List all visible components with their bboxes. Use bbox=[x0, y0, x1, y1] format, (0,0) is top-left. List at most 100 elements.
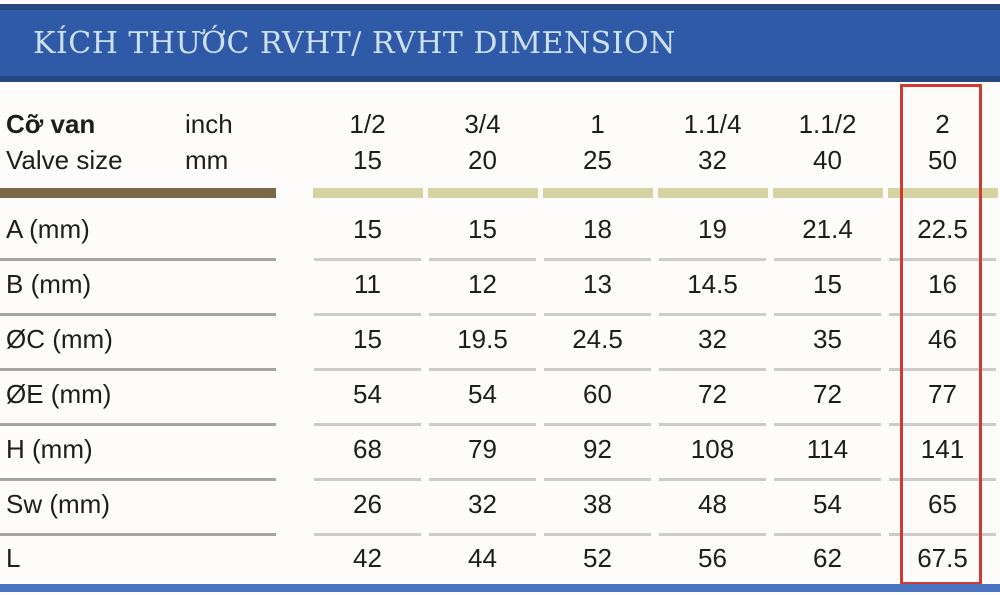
dim-value-cell-highlighted: 22.5 bbox=[885, 206, 1000, 261]
row-rule bbox=[774, 478, 881, 481]
row-rule bbox=[659, 533, 766, 536]
separator-cell bbox=[655, 188, 770, 206]
dim-value: 54 bbox=[468, 379, 497, 409]
dim-value: 62 bbox=[813, 542, 842, 573]
row-label-text: Sw (mm) bbox=[6, 489, 110, 519]
row-rule bbox=[0, 368, 276, 371]
dim-value-cell: 54 bbox=[425, 371, 540, 426]
row-rule bbox=[429, 423, 536, 426]
dim-value: 14.5 bbox=[687, 269, 738, 299]
dim-value-cell-highlighted: 67.5 bbox=[885, 536, 1000, 584]
col-header-inch-value: 1 bbox=[590, 109, 605, 139]
dim-value: 60 bbox=[583, 379, 612, 409]
dim-value-cell: 42 bbox=[310, 536, 425, 584]
dim-value-cell: 32 bbox=[425, 481, 540, 536]
row-rule bbox=[314, 258, 421, 261]
dim-value: 32 bbox=[468, 489, 497, 519]
row-rule bbox=[544, 423, 651, 426]
row-rule bbox=[429, 533, 536, 536]
dim-value-cell: 14.5 bbox=[655, 261, 770, 316]
dim-value: 48 bbox=[698, 489, 727, 519]
dim-value: 22.5 bbox=[917, 214, 968, 244]
dim-value: 56 bbox=[698, 542, 727, 573]
row-label-text: ØE (mm) bbox=[6, 379, 112, 409]
col-header-inch-value: 3/4 bbox=[464, 109, 501, 139]
dim-value: 65 bbox=[928, 489, 957, 519]
dim-value-cell: 18 bbox=[540, 206, 655, 261]
dim-value: 114 bbox=[806, 434, 849, 464]
dim-value-cell: 114 bbox=[770, 426, 885, 481]
dim-value: 21.4 bbox=[802, 214, 853, 244]
dim-row-label: B (mm) bbox=[0, 261, 310, 316]
dim-value-cell: 11 bbox=[310, 261, 425, 316]
olive-separator-bar bbox=[542, 188, 653, 198]
row-label-text: H (mm) bbox=[6, 434, 93, 464]
dim-value: 72 bbox=[813, 379, 842, 409]
row-rule bbox=[889, 533, 996, 536]
row-rule bbox=[659, 258, 766, 261]
row-rule bbox=[0, 258, 276, 261]
dim-value-cell: 15 bbox=[770, 261, 885, 316]
col-header-mm-value: 32 bbox=[698, 145, 727, 175]
dim-value: 42 bbox=[353, 542, 382, 573]
col-header: 1 25 bbox=[540, 96, 655, 188]
dim-value: 24.5 bbox=[572, 324, 623, 354]
dim-value-cell: 60 bbox=[540, 371, 655, 426]
dim-value: 141 bbox=[920, 434, 965, 464]
dim-value: 16 bbox=[928, 269, 957, 299]
dim-value: 15 bbox=[813, 269, 842, 299]
dim-value: 52 bbox=[583, 542, 612, 573]
separator-cell bbox=[770, 188, 885, 206]
olive-separator-bar bbox=[887, 188, 998, 198]
dim-value-cell: 62 bbox=[770, 536, 885, 584]
row-rule bbox=[659, 368, 766, 371]
row-rule bbox=[0, 313, 276, 316]
dim-value-cell: 79 bbox=[425, 426, 540, 481]
dim-value-cell: 48 bbox=[655, 481, 770, 536]
brown-separator-bar bbox=[0, 188, 276, 198]
row-label-text: ØC (mm) bbox=[6, 324, 113, 354]
unit-mm-label: mm bbox=[185, 145, 229, 175]
separator-cell bbox=[425, 188, 540, 206]
col-header-highlighted: 2 50 bbox=[885, 96, 1000, 188]
dim-value-cell: 19.5 bbox=[425, 316, 540, 371]
dim-value-cell: 24.5 bbox=[540, 316, 655, 371]
dim-value: 13 bbox=[583, 269, 612, 299]
dim-value-cell: 21.4 bbox=[770, 206, 885, 261]
row-rule bbox=[544, 368, 651, 371]
col-header-mm-value: 25 bbox=[583, 145, 612, 175]
dim-value: 15 bbox=[353, 214, 382, 244]
dim-value: 79 bbox=[468, 434, 497, 464]
dim-value-cell: 12 bbox=[425, 261, 540, 316]
row-rule bbox=[429, 478, 536, 481]
separator-cell bbox=[0, 188, 310, 206]
bottom-blue-bar bbox=[0, 584, 1000, 592]
dim-value-cell: 54 bbox=[770, 481, 885, 536]
dim-value-cell-highlighted: 141 bbox=[885, 426, 1000, 481]
col-header-inch-value: 2 bbox=[935, 109, 950, 139]
dim-value-cell: 92 bbox=[540, 426, 655, 481]
row-rule bbox=[429, 313, 536, 316]
valve-size-header: Cỡ van Valve size bbox=[0, 96, 185, 188]
col-header: 1/2 15 bbox=[310, 96, 425, 188]
row-rule bbox=[889, 313, 996, 316]
col-header: 1.1/4 32 bbox=[655, 96, 770, 188]
row-rule bbox=[314, 533, 421, 536]
col-header-mm-value: 20 bbox=[468, 145, 497, 175]
olive-separator-bar bbox=[657, 188, 768, 198]
dim-row-label: ØC (mm) bbox=[0, 316, 310, 371]
col-header: 1.1/2 40 bbox=[770, 96, 885, 188]
olive-separator-bar bbox=[772, 188, 883, 198]
row-rule bbox=[544, 478, 651, 481]
row-rule bbox=[314, 478, 421, 481]
dim-value: 108 bbox=[690, 434, 735, 464]
dim-value: 19 bbox=[698, 214, 727, 244]
dim-value: 68 bbox=[353, 434, 382, 464]
row-rule bbox=[544, 533, 651, 536]
dim-value: 26 bbox=[353, 489, 382, 519]
olive-separator-bar bbox=[312, 188, 423, 198]
row-rule bbox=[314, 368, 421, 371]
row-rule bbox=[429, 258, 536, 261]
unit-inch-label: inch bbox=[185, 109, 233, 139]
valve-size-label-vi: Cỡ van bbox=[6, 109, 96, 139]
